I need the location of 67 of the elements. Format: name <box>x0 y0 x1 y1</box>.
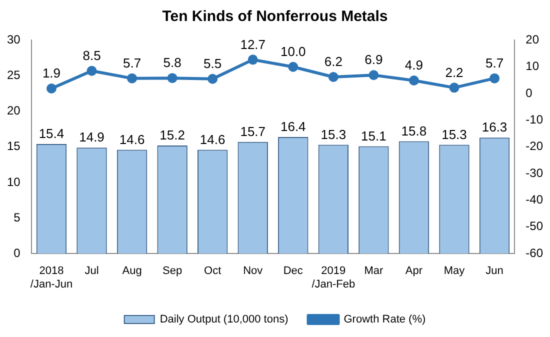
data-label: 1.9 <box>42 66 61 81</box>
legend-label: Growth Rate (%) <box>344 314 426 326</box>
data-label: 8.5 <box>82 48 101 63</box>
data-label: 16.4 <box>280 119 306 134</box>
data-label: 5.8 <box>163 55 182 70</box>
x-tick-label: Dec <box>283 265 304 278</box>
chart-title: Ten Kinds of Nonferrous Metals <box>161 7 389 27</box>
data-label: 15.2 <box>160 128 185 143</box>
y-tick-label: 20 <box>6 104 21 118</box>
data-label: 15.7 <box>240 124 266 139</box>
point <box>46 83 56 94</box>
data-label: 12.7 <box>240 36 266 52</box>
point <box>368 70 379 80</box>
point <box>127 73 138 84</box>
data-label: 6.2 <box>324 54 342 70</box>
y2-tick-label: 0 <box>526 86 533 100</box>
y2-tick-label: -50 <box>526 219 544 234</box>
data-label: 14.6 <box>200 132 226 147</box>
data-label: 6.9 <box>364 52 383 68</box>
data-label: 14.9 <box>79 130 104 145</box>
y-tick-label: 5 <box>14 210 21 224</box>
data-label: 5.7 <box>485 55 504 70</box>
y2-tick-label: 10 <box>526 59 540 74</box>
point <box>208 74 218 84</box>
point <box>328 72 338 82</box>
data-label: 5.7 <box>123 55 142 70</box>
point <box>449 82 460 93</box>
data-label: 15.1 <box>361 128 386 144</box>
x-tick-label: Nov <box>243 265 264 278</box>
y2-tick-label: -40 <box>526 192 544 207</box>
data-label: 16.3 <box>482 120 508 135</box>
data-label: 10.0 <box>280 44 306 59</box>
y2-tick-label: 20 <box>526 32 540 47</box>
x-tick-label: Oct <box>204 265 222 278</box>
y-tick-label: 30 <box>6 32 21 47</box>
data-label: 15.4 <box>38 126 64 142</box>
y-tick-label: 0 <box>14 246 21 260</box>
y-tick-label: 25 <box>6 68 21 82</box>
y2-tick-label: -10 <box>526 112 544 127</box>
data-label: 5.5 <box>204 56 222 71</box>
data-label: 15.3 <box>320 126 346 142</box>
x-tick-label: Apr <box>405 265 423 278</box>
point <box>248 54 258 65</box>
y2-tick-label: -30 <box>526 166 544 180</box>
point <box>490 73 500 84</box>
data-label: 15.3 <box>442 126 467 142</box>
x-tick-label: May <box>444 265 466 278</box>
x-tick-label: 2019 /Jan-Feb <box>312 265 356 290</box>
x-tick-label: Jul <box>84 265 99 278</box>
data-label: 15.8 <box>401 123 427 138</box>
point <box>167 73 178 84</box>
x-tick-label: Sep <box>162 265 182 278</box>
x-tick-label: Mar <box>364 265 384 278</box>
y2-tick-label: -20 <box>526 139 544 154</box>
x-tick-label: 2018 /Jan-Jun <box>30 265 73 290</box>
point <box>408 75 419 86</box>
point <box>288 62 298 72</box>
y-tick-label: 15 <box>6 139 21 154</box>
legend-label: Daily Output (10,000 tons) <box>160 314 288 326</box>
y2-tick-label: -60 <box>526 246 544 260</box>
data-label: 2.2 <box>445 64 464 80</box>
x-tick-label: Aug <box>122 265 142 278</box>
y-tick-label: 10 <box>6 174 21 189</box>
point <box>86 66 97 76</box>
data-label: 4.9 <box>404 58 424 73</box>
x-tick-label: Jun <box>486 265 504 278</box>
data-label: 14.6 <box>119 132 145 147</box>
